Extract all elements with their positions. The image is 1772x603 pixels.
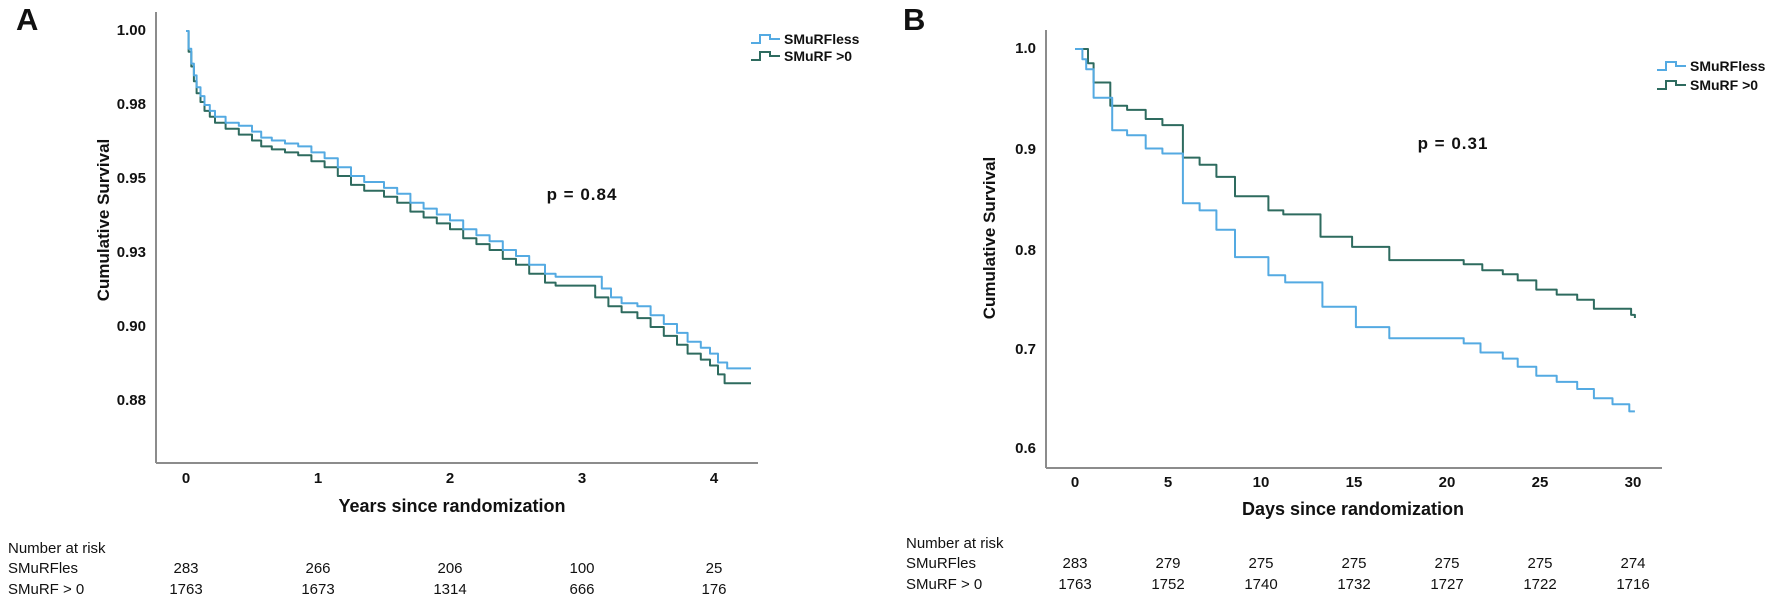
panel-a-x-tick: 3 — [577, 470, 587, 487]
survival-curve-smurfless — [1075, 48, 1635, 413]
legend-item-smurf-gt0: SMuRF >0 — [1656, 76, 1758, 94]
panel-b-y-tick: 0.6 — [1015, 440, 1036, 457]
risk-value: 1740 — [1244, 576, 1278, 593]
risk-value: 279 — [1155, 555, 1181, 572]
risk-value: 283 — [1062, 555, 1088, 572]
panel-b-x-tick: 20 — [1438, 474, 1456, 491]
survival-curve-smurfless — [186, 30, 751, 370]
panel-b-y-tick: 1.0 — [1015, 40, 1036, 57]
panel-a-risk-row-label: SMuRF > 0 — [8, 581, 85, 598]
panel-b-x-tick: 25 — [1531, 474, 1549, 491]
legend-item-smurf-gt0: SMuRF >0 — [750, 47, 852, 65]
legend-label: SMuRFless — [1690, 58, 1766, 74]
risk-value: 1722 — [1523, 576, 1557, 593]
panel-a-y-tick: 0.98 — [116, 96, 146, 113]
risk-value: 1727 — [1430, 576, 1464, 593]
legend-item-smurfless: SMuRFless — [750, 30, 859, 48]
panel-b-label: B — [903, 2, 927, 37]
panel-b-x-tick: 10 — [1252, 474, 1270, 491]
panel-a-x-tick: 2 — [445, 470, 455, 487]
panel-b-risk-row-label: SMuRF > 0 — [906, 576, 983, 593]
panel-a-y-tick: 0.90 — [116, 318, 146, 335]
panel-b-x-tick: 30 — [1624, 474, 1642, 491]
risk-value: 1752 — [1151, 576, 1185, 593]
panel-b-y-axis-title: Cumulative Survival — [980, 156, 999, 320]
panel-a-p-value: p = 0.84 — [546, 185, 618, 204]
legend-line-smurf-gt0-icon — [751, 51, 780, 61]
panel-a-risk-title: Number at risk — [8, 540, 106, 557]
risk-value: 1314 — [433, 581, 467, 598]
survival-curve-smurf-gt0 — [186, 30, 751, 385]
panel-a-y-tick: 0.95 — [116, 170, 146, 187]
panel-b-y-tick: 0.8 — [1015, 242, 1036, 259]
legend-label: SMuRF >0 — [1690, 77, 1759, 93]
legend-line-smurfless-icon — [1657, 61, 1686, 71]
panel-b-x-tick: 15 — [1345, 474, 1363, 491]
risk-value: 176 — [701, 581, 727, 598]
panel-b-p-value: p = 0.31 — [1417, 134, 1489, 153]
panel-a-x-tick: 4 — [709, 470, 719, 487]
risk-value: 666 — [569, 581, 595, 598]
risk-value: 1673 — [301, 581, 335, 598]
risk-value: 275 — [1527, 555, 1553, 572]
risk-value: 206 — [437, 560, 463, 577]
legend-label: SMuRFless — [784, 31, 860, 47]
panel-a-x-axis-title: Years since randomization — [338, 496, 566, 516]
risk-value: 275 — [1434, 555, 1460, 572]
risk-value: 1763 — [1058, 576, 1092, 593]
legend-item-smurfless: SMuRFless — [1656, 57, 1765, 75]
panel-b-x-tick: 0 — [1070, 474, 1080, 491]
panel-b-y-tick: 0.9 — [1015, 141, 1036, 158]
risk-value: 100 — [569, 560, 595, 577]
risk-value: 266 — [305, 560, 331, 577]
panel-a-x-tick: 1 — [313, 470, 323, 487]
panel-b-x-axis-title: Days since randomization — [1241, 499, 1465, 519]
risk-value: 283 — [173, 560, 199, 577]
panel-a-x-tick: 0 — [181, 470, 191, 487]
panel-b-risk-title: Number at risk — [906, 535, 1004, 552]
legend-line-smurfless-icon — [751, 34, 780, 44]
risk-value: 275 — [1248, 555, 1274, 572]
panel-a-risk-row-label: SMuRFles — [8, 560, 79, 577]
panel-a-y-tick: 0.93 — [116, 244, 146, 261]
panel-a-label: A — [16, 2, 40, 37]
panel-b-x-tick: 5 — [1163, 474, 1173, 491]
risk-value: 1716 — [1616, 576, 1650, 593]
panel-b-risk-row-label: SMuRFles — [906, 555, 977, 572]
risk-value: 1732 — [1337, 576, 1371, 593]
legend-line-smurf-gt0-icon — [1657, 80, 1686, 90]
panel-a-y-tick: 0.88 — [116, 392, 146, 409]
risk-value: 1763 — [169, 581, 203, 598]
survival-curve-smurf-gt0 — [1075, 48, 1636, 318]
panel-a-y-axis-title: Cumulative Survival — [94, 138, 113, 302]
risk-value: 274 — [1620, 555, 1646, 572]
risk-value: 275 — [1341, 555, 1367, 572]
panel-a-y-tick: 1.00 — [116, 22, 146, 39]
risk-value: 25 — [705, 560, 723, 577]
legend-label: SMuRF >0 — [784, 48, 853, 64]
panel-b-y-tick: 0.7 — [1015, 341, 1036, 358]
